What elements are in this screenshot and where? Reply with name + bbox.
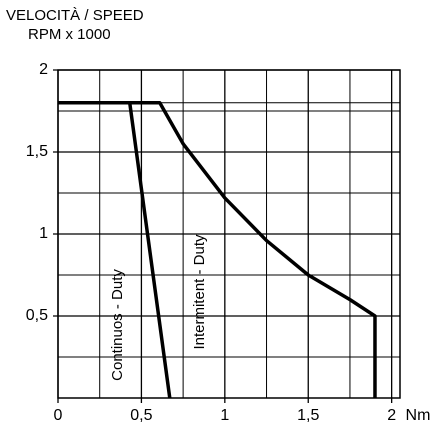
- x-tick-label: 2: [387, 407, 396, 424]
- x-axis-label: Nm: [406, 407, 431, 424]
- series-label: Intermitent - Duty: [191, 234, 208, 350]
- x-tick-label: 1,5: [297, 407, 319, 424]
- series-line: [58, 101, 377, 398]
- x-tick-label: 0,5: [130, 407, 152, 424]
- y-tick-label: 0,5: [26, 307, 48, 324]
- series-label: Continuos - Duty: [109, 269, 126, 381]
- y-tick-label: 1,5: [26, 143, 48, 160]
- plot-frame: [57, 69, 401, 399]
- y-tick-label: 1: [39, 225, 48, 242]
- chart-subtitle: RPM x 1000: [28, 26, 111, 43]
- x-tick-label: 0: [54, 407, 63, 424]
- y-tick-label: 2: [39, 61, 48, 78]
- chart-title: VELOCITÀ / SPEED: [6, 7, 144, 24]
- x-tick-label: 1: [220, 407, 229, 424]
